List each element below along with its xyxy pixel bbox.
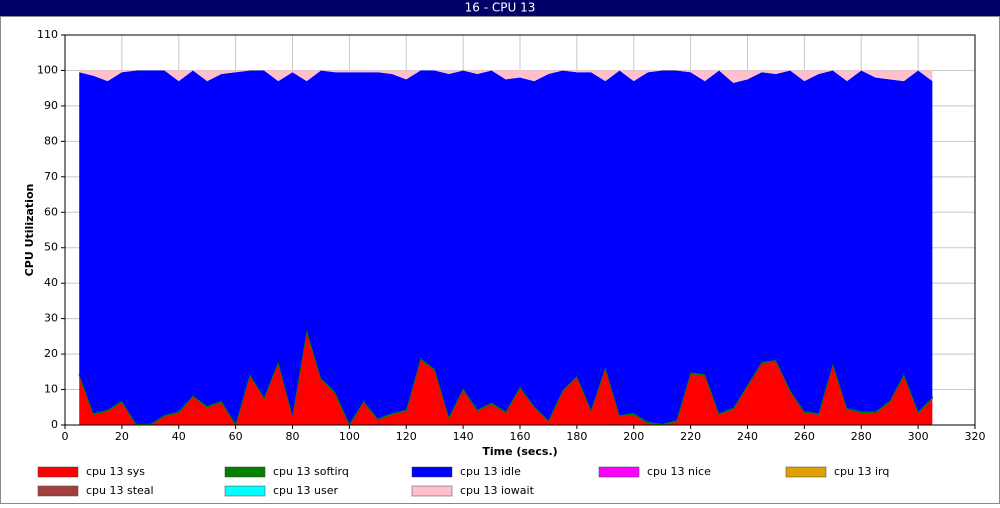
plot-border: [64, 34, 976, 426]
legend-label: cpu 13 user: [273, 484, 338, 497]
x-tick-label: 60: [229, 430, 243, 443]
legend-swatch: [37, 485, 79, 497]
x-tick-label: 100: [339, 430, 360, 443]
y-tick-label: 60: [44, 205, 58, 218]
legend-label: cpu 13 irq: [834, 465, 889, 478]
legend-label: cpu 13 sys: [86, 465, 145, 478]
y-tick-label: 20: [44, 347, 58, 360]
x-tick-label: 140: [453, 430, 474, 443]
x-tick-label: 300: [908, 430, 929, 443]
x-tick-label: 280: [851, 430, 872, 443]
y-tick-label: 80: [44, 134, 58, 147]
y-tick-label: 10: [44, 383, 58, 396]
legend-label: cpu 13 steal: [86, 484, 154, 497]
y-tick-label: 40: [44, 276, 58, 289]
legend-swatch: [224, 485, 266, 497]
x-tick-label: 260: [794, 430, 815, 443]
y-axis-label: CPU Utilization: [23, 184, 36, 277]
y-tick-label: 30: [44, 312, 58, 325]
area: [79, 70, 933, 424]
x-axis-label: Time (secs.): [482, 445, 557, 458]
legend-swatch: [598, 466, 640, 478]
x-tick-label: 40: [172, 430, 186, 443]
y-tick-label: 70: [44, 170, 58, 183]
x-tick-label: 240: [737, 430, 758, 443]
area: [79, 70, 933, 83]
x-tick-label: 320: [965, 430, 986, 443]
x-tick-label: 180: [566, 430, 587, 443]
x-tick-label: 80: [286, 430, 300, 443]
title-bar: [0, 0, 1000, 16]
x-tick-label: 120: [396, 430, 417, 443]
x-tick-label: 200: [623, 430, 644, 443]
x-tick-label: 160: [510, 430, 531, 443]
legend-swatch: [785, 466, 827, 478]
y-tick-label: 110: [37, 28, 58, 41]
legend-label: cpu 13 iowait: [460, 484, 535, 497]
legend-label: cpu 13 softirq: [273, 465, 349, 478]
legend-swatch: [37, 466, 79, 478]
x-tick-label: 0: [62, 430, 69, 443]
area: [79, 331, 933, 425]
legend-label: cpu 13 nice: [647, 465, 711, 478]
legend-swatch: [411, 485, 453, 497]
y-tick-label: 0: [51, 418, 58, 431]
y-tick-label: 100: [37, 63, 58, 76]
y-tick-label: 90: [44, 99, 58, 112]
x-tick-label: 20: [115, 430, 129, 443]
legend-swatch: [411, 466, 453, 478]
chart-title: 16 - CPU 13: [465, 1, 536, 15]
legend-swatch: [224, 466, 266, 478]
y-tick-label: 50: [44, 241, 58, 254]
legend-label: cpu 13 idle: [460, 465, 521, 478]
x-tick-label: 220: [680, 430, 701, 443]
